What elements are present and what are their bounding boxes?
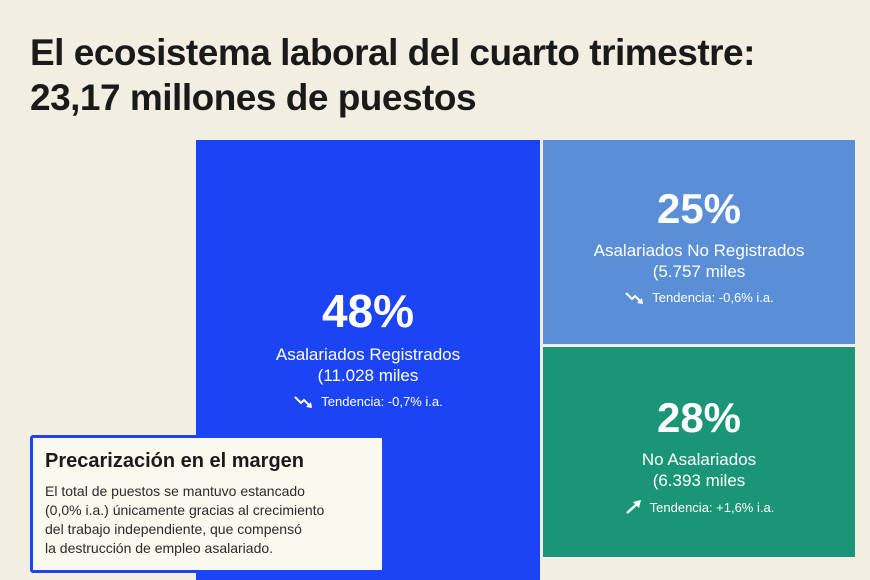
callout-line-4: la destrucción de empleo asalariado. bbox=[45, 540, 274, 556]
page-title: El ecosistema laboral del cuarto trimest… bbox=[30, 30, 850, 120]
trend-row: Tendencia: -0,6% i.a. bbox=[543, 290, 855, 305]
percent-label: 28% bbox=[656, 394, 742, 441]
segment-detail: (6.393 miles bbox=[652, 471, 746, 490]
trend-down-icon bbox=[293, 395, 315, 409]
trend-text: Tendencia: -0,6% i.a. bbox=[652, 290, 774, 305]
percent-label: 25% bbox=[656, 185, 742, 232]
callout-box: Precarización en el margen El total de p… bbox=[30, 435, 385, 573]
callout-text: El total de puestos se mantuvo estancado… bbox=[45, 482, 370, 558]
trend-text: Tendencia: +1,6% i.a. bbox=[649, 499, 775, 515]
segment-name: Asalariados Registrados bbox=[275, 345, 461, 364]
segment-name: No Asalariados bbox=[641, 450, 757, 469]
segment-name: Asalariados No Registrados bbox=[593, 241, 805, 260]
segment-detail: (5.757 miles bbox=[652, 262, 746, 281]
title-line-1: El ecosistema laboral del cuarto trimest… bbox=[30, 32, 755, 73]
callout-line-2: (0,0% i.a.) únicamente gracias al crecim… bbox=[45, 502, 325, 518]
trend-row: Tendencia: +1,6% i.a. bbox=[543, 499, 855, 515]
trend-text: Tendencia: -0,7% i.a. bbox=[321, 394, 443, 409]
segment-detail: (11.028 miles bbox=[317, 366, 419, 385]
callout-line-1: El total de puestos se mantuvo estancado bbox=[45, 483, 305, 499]
callout-heading: Precarización en el margen bbox=[45, 450, 305, 472]
percent-label: 48% bbox=[321, 285, 415, 337]
tile-asalariados-no-registrados: 25% Asalariados No Registrados (5.757 mi… bbox=[543, 140, 855, 344]
trend-row: Tendencia: -0,7% i.a. bbox=[196, 394, 540, 409]
tile-no-asalariados: 28% No Asalariados (6.393 miles Tendenci… bbox=[543, 347, 855, 557]
trend-up-icon bbox=[624, 499, 644, 515]
trend-down-icon bbox=[624, 291, 646, 305]
title-line-2: 23,17 millones de puestos bbox=[30, 77, 477, 118]
callout-line-3: del trabajo independiente, que compensó bbox=[45, 521, 302, 537]
